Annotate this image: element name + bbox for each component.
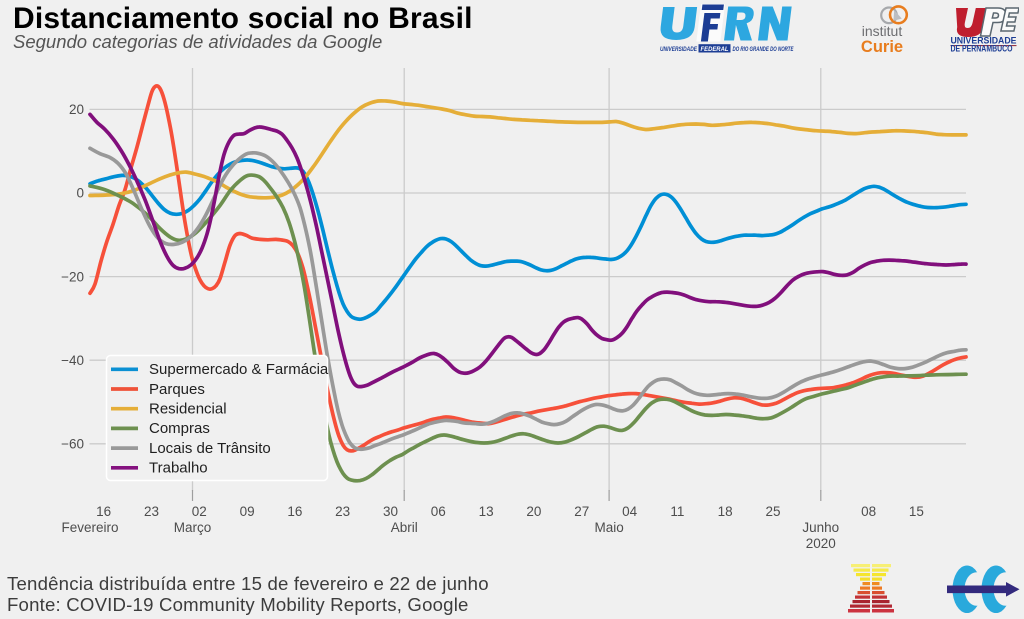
svg-text:02: 02 xyxy=(192,504,207,519)
svg-text:25: 25 xyxy=(765,504,780,519)
svg-text:13: 13 xyxy=(479,504,494,519)
svg-text:20: 20 xyxy=(69,102,84,117)
svg-text:09: 09 xyxy=(240,504,255,519)
svg-text:Fevereiro: Fevereiro xyxy=(61,520,118,535)
svg-text:27: 27 xyxy=(574,504,589,519)
svg-text:16: 16 xyxy=(96,504,111,519)
svg-text:16: 16 xyxy=(287,504,302,519)
svg-text:Supermercado & Farmácia: Supermercado & Farmácia xyxy=(149,361,329,378)
svg-text:−40: −40 xyxy=(61,353,84,368)
svg-text:Abril: Abril xyxy=(391,520,418,535)
svg-text:Março: Março xyxy=(174,520,212,535)
svg-text:UNIVERSIDADE: UNIVERSIDADE xyxy=(660,46,697,53)
svg-text:08: 08 xyxy=(861,504,876,519)
svg-text:Junho: Junho xyxy=(802,520,839,535)
svg-text:06: 06 xyxy=(431,504,446,519)
svg-text:−60: −60 xyxy=(61,437,84,452)
svg-text:−20: −20 xyxy=(61,269,84,284)
svg-text:23: 23 xyxy=(335,504,350,519)
svg-text:15: 15 xyxy=(909,504,924,519)
svg-text:DE PERNAMBUCO: DE PERNAMBUCO xyxy=(951,44,1013,53)
svg-text:FEDERAL: FEDERAL xyxy=(701,46,729,53)
svg-text:Maio: Maio xyxy=(594,520,623,535)
svg-text:institut: institut xyxy=(862,23,903,39)
svg-text:Trabalho: Trabalho xyxy=(149,460,208,477)
svg-text:04: 04 xyxy=(622,504,638,519)
svg-text:2020: 2020 xyxy=(806,536,836,551)
svg-text:UNIVERSIDADE: UNIVERSIDADE xyxy=(951,36,1017,46)
svg-text:20: 20 xyxy=(526,504,541,519)
svg-text:11: 11 xyxy=(670,504,684,519)
svg-text:18: 18 xyxy=(718,504,733,519)
svg-text:23: 23 xyxy=(144,504,159,519)
svg-text:Compras: Compras xyxy=(149,420,210,437)
svg-text:Curie: Curie xyxy=(861,38,903,54)
svg-text:30: 30 xyxy=(383,504,398,519)
svg-text:0: 0 xyxy=(76,186,84,201)
svg-text:DO RIO GRANDE DO NORTE: DO RIO GRANDE DO NORTE xyxy=(733,46,794,53)
svg-text:Parques: Parques xyxy=(149,381,205,398)
svg-text:Locais de Trânsito: Locais de Trânsito xyxy=(149,440,271,457)
svg-text:Residencial: Residencial xyxy=(149,401,227,418)
